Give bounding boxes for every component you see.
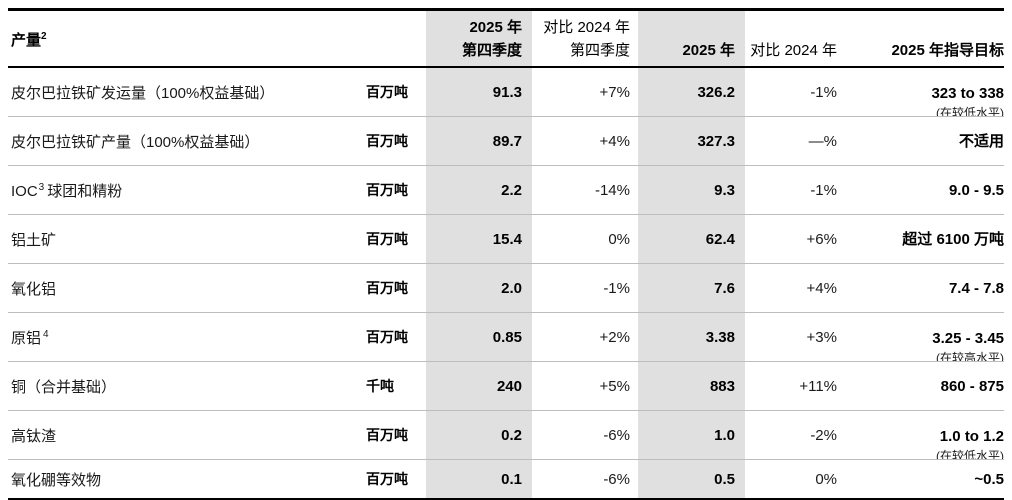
table-row: 原铝 4 百万吨 0.85 +2% 3.38 +3% 3.25 - 3.45 (在较…	[8, 312, 1004, 362]
q4-change-cell: -1%	[603, 279, 630, 297]
guidance-cell: 超过 6100 万吨	[902, 230, 1004, 248]
guidance-cell: 323 to 338 (在较低水平)	[931, 85, 1004, 116]
q4-value-cell: 2.2	[426, 165, 532, 215]
vs-q4-2024-header: 对比 2024 年 第四季度	[543, 19, 630, 59]
unit-cell: 百万吨	[366, 182, 408, 198]
q4-value-cell: 2.0	[426, 263, 532, 313]
unit-cell: 百万吨	[366, 133, 408, 149]
unit-cell: 千吨	[366, 378, 394, 394]
year-change-cell: -2%	[810, 426, 837, 444]
q4-value-cell: 0.2	[426, 410, 532, 460]
q4-change-cell: +7%	[599, 83, 630, 101]
year-change-cell: 0%	[815, 470, 837, 488]
row-label: 皮尔巴拉铁矿发运量（100%权益基础）	[11, 84, 275, 102]
table-row: IOC3 球团和精粉 百万吨 2.2 -14% 9.3 -1% 9.0 - 9.5	[8, 165, 1004, 215]
table-row: 铜（合并基础） 千吨 240 +5% 883 +11% 860 - 875	[8, 361, 1004, 411]
year-change-cell: —%	[808, 132, 837, 150]
table-row: 皮尔巴拉铁矿发运量（100%权益基础） 百万吨 91.3 +7% 326.2 -…	[8, 67, 1004, 117]
guidance-cell: 3.25 - 3.45 (在较高水平)	[932, 330, 1004, 361]
unit-cell: 百万吨	[366, 329, 408, 345]
year-value-cell: 883	[638, 361, 745, 411]
unit-cell: 百万吨	[366, 471, 408, 487]
q4-change-cell: -6%	[603, 426, 630, 444]
guidance-cell: ~0.5	[974, 470, 1004, 488]
row-label: 皮尔巴拉铁矿产量（100%权益基础）	[11, 133, 260, 151]
guidance-cell: 9.0 - 9.5	[948, 181, 1004, 199]
q4-change-cell: 0%	[608, 230, 630, 248]
production-table: 产量2 2025 年 第四季度 对比 2024 年 第四季度	[8, 8, 1004, 500]
q4-value-cell: 91.3	[426, 67, 532, 117]
unit-cell: 百万吨	[366, 231, 408, 247]
row-label: 原铝 4	[11, 328, 49, 347]
q4-value-cell: 0.85	[426, 312, 532, 362]
year-change-cell: -1%	[810, 181, 837, 199]
row-label: 高钛渣	[11, 427, 57, 445]
year-change-cell: -1%	[810, 83, 837, 101]
q4-value-cell: 15.4	[426, 214, 532, 264]
year-value-cell: 326.2	[638, 67, 745, 117]
year-change-cell: +6%	[806, 230, 837, 248]
unit-cell: 百万吨	[366, 427, 408, 443]
unit-cell: 百万吨	[366, 84, 408, 100]
year-value-cell: 327.3	[638, 116, 745, 166]
q4-change-cell: -14%	[594, 181, 630, 199]
year-change-cell: +3%	[806, 328, 837, 346]
vs-2024-header: 对比 2024 年	[750, 42, 837, 59]
table-row: 氧化铝 百万吨 2.0 -1% 7.6 +4% 7.4 - 7.8	[8, 263, 1004, 313]
q4-value-cell: 0.1	[426, 459, 532, 500]
year-2025-header: 2025 年	[638, 9, 745, 67]
guidance-cell: 860 - 875	[940, 377, 1004, 395]
year-change-cell: +11%	[799, 377, 837, 395]
row-label: 氧化铝	[11, 280, 57, 298]
row-label: 氧化硼等效物	[11, 471, 102, 489]
guidance-cell: 7.4 - 7.8	[948, 279, 1004, 297]
year-value-cell: 0.5	[638, 459, 745, 500]
table-row: 铝土矿 百万吨 15.4 0% 62.4 +6% 超过 6100 万吨	[8, 214, 1004, 264]
q4-2025-header: 2025 年 第四季度	[426, 9, 532, 67]
year-change-cell: +4%	[806, 279, 837, 297]
table-row: 氧化硼等效物 百万吨 0.1 -6% 0.5 0% ~0.5	[8, 459, 1004, 500]
q4-value-cell: 240	[426, 361, 532, 411]
unit-cell: 百万吨	[366, 280, 408, 296]
q4-change-cell: +5%	[599, 377, 630, 395]
row-label: 铝土矿	[11, 231, 57, 249]
table-title: 产量2	[11, 31, 47, 49]
year-value-cell: 62.4	[638, 214, 745, 264]
table-row: 皮尔巴拉铁矿产量（100%权益基础） 百万吨 89.7 +4% 327.3 —%…	[8, 116, 1004, 166]
q4-value-cell: 89.7	[426, 116, 532, 166]
q4-change-cell: +4%	[599, 132, 630, 150]
q4-change-cell: +2%	[599, 328, 630, 346]
year-value-cell: 7.6	[638, 263, 745, 313]
guidance-cell: 1.0 to 1.2 (在较低水平)	[936, 428, 1004, 459]
table-header-row: 产量2 2025 年 第四季度 对比 2024 年 第四季度	[8, 9, 1004, 68]
guidance-cell: 不适用	[958, 132, 1004, 150]
row-label: IOC3 球团和精粉	[11, 181, 123, 200]
unit-header-cell	[366, 10, 426, 68]
year-value-cell: 3.38	[638, 312, 745, 362]
table-title-cell: 产量2	[8, 10, 366, 68]
year-value-cell: 1.0	[638, 410, 745, 460]
table-row: 高钛渣 百万吨 0.2 -6% 1.0 -2% 1.0 to 1.2 (在较低水平…	[8, 410, 1004, 460]
guidance-2025-header: 2025 年指导目标	[891, 42, 1004, 59]
year-value-cell: 9.3	[638, 165, 745, 215]
row-label: 铜（合并基础）	[11, 378, 117, 396]
q4-change-cell: -6%	[603, 470, 630, 488]
